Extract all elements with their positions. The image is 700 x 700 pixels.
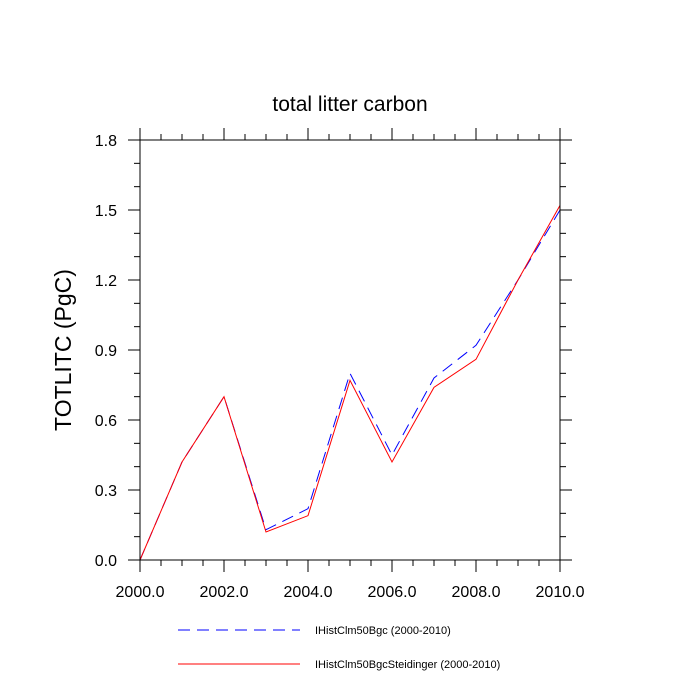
- y-tick-label: 1.2: [95, 273, 117, 290]
- legend-label: IHistClm50Bgc (2000-2010): [315, 625, 451, 637]
- x-tick-label: 2008.0: [452, 584, 501, 601]
- y-tick-label: 0.9: [95, 343, 117, 360]
- y-tick-label: 0.0: [95, 553, 117, 570]
- x-tick-label: 2010.0: [536, 584, 585, 601]
- chart-title: total litter carbon: [272, 93, 427, 116]
- x-tick-label: 2002.0: [200, 584, 249, 601]
- legend-label: IHistClm50BgcSteidinger (2000-2010): [315, 659, 500, 671]
- x-tick-label: 2000.0: [116, 584, 165, 601]
- series-line-2: [139, 205, 561, 561]
- tick-labels: 2000.0 2002.0 2004.0 2006.0 2008.0 2010.0 0.0 0…: [95, 133, 585, 601]
- axis-ticks: [128, 128, 572, 572]
- y-axis-label: TOTLITC (PgC): [50, 269, 76, 431]
- series-line-1: [139, 209, 561, 561]
- y-tick-label: 0.6: [95, 413, 117, 430]
- x-tick-label: 2006.0: [368, 584, 417, 601]
- y-tick-label: 1.5: [95, 203, 117, 220]
- series-layer: [139, 205, 561, 561]
- x-tick-label: 2004.0: [284, 584, 333, 601]
- legend: IHistClm50Bgc (2000-2010) IHistClm50BgcSt…: [178, 625, 500, 671]
- y-tick-label: 0.3: [95, 483, 117, 500]
- y-tick-label: 1.8: [95, 133, 117, 150]
- plot-frame: [139, 139, 561, 561]
